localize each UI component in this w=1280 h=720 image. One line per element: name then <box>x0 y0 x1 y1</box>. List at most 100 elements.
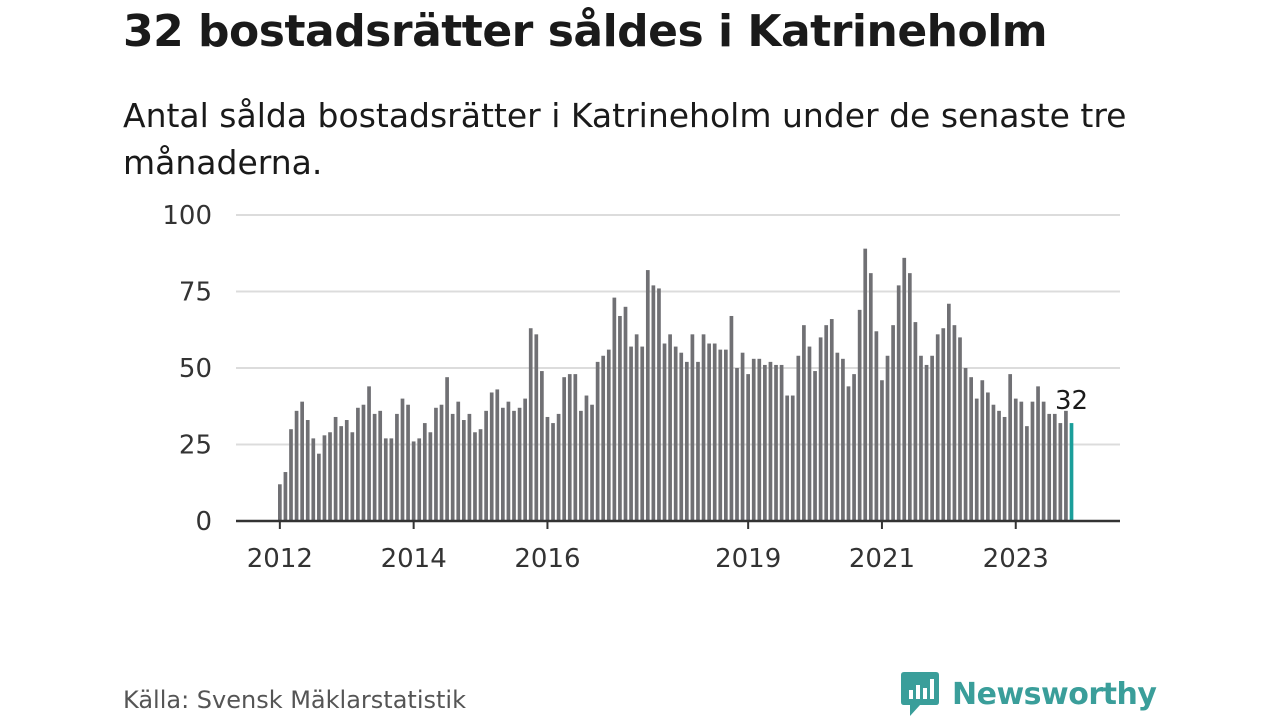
bar <box>919 355 923 521</box>
bar <box>344 420 349 521</box>
bar <box>311 438 316 521</box>
bar <box>835 352 840 521</box>
bar <box>740 352 745 521</box>
bar <box>623 306 628 521</box>
bar <box>634 334 639 521</box>
bar <box>930 355 934 521</box>
bar <box>590 404 594 521</box>
bar <box>768 361 773 521</box>
bar <box>829 319 834 521</box>
bar <box>339 426 344 521</box>
bar <box>852 374 856 521</box>
bar <box>378 410 383 521</box>
x-axis-tick-labels: 2012 2014 2016 2019 2021 2023 <box>247 521 1049 574</box>
bar <box>489 392 494 521</box>
bar <box>584 395 589 521</box>
bar <box>729 315 734 521</box>
bar <box>545 416 550 521</box>
bar <box>1002 416 1007 521</box>
chart-subtitle: Antal sålda bostadsrätter i Katrineholm … <box>123 96 1127 182</box>
bar <box>902 257 907 521</box>
bar <box>278 484 282 521</box>
bar <box>1013 398 1018 521</box>
y-tick-label: 25 <box>179 431 212 461</box>
bar <box>317 453 321 521</box>
bar <box>350 432 355 521</box>
chart-title: 32 bostadsrätter såldes i Katrineholm <box>123 6 1048 57</box>
bar <box>1019 401 1024 521</box>
bar <box>718 349 723 521</box>
bar <box>863 248 868 521</box>
x-tick-label: 2014 <box>381 544 447 574</box>
x-tick-label: 2021 <box>849 544 915 574</box>
annotations: 32 <box>1055 386 1088 416</box>
bar <box>980 380 985 521</box>
bar <box>501 407 505 521</box>
bar <box>540 371 544 521</box>
x-tick-label: 2016 <box>514 544 580 574</box>
bar <box>662 343 667 521</box>
value-annotation: 32 <box>1055 386 1088 416</box>
y-tick-label: 75 <box>179 278 212 308</box>
bar <box>428 432 433 521</box>
bar <box>450 413 455 521</box>
bar <box>790 395 795 521</box>
bar <box>963 368 968 521</box>
bar <box>512 410 516 521</box>
bar <box>947 303 951 521</box>
bar <box>640 346 645 521</box>
bar <box>891 325 895 521</box>
bar <box>562 377 567 521</box>
x-tick-label: 2019 <box>715 544 781 574</box>
bar <box>657 288 661 521</box>
bar <box>757 358 762 521</box>
source-note: Källa: Svensk Mäklarstatistik <box>123 686 466 714</box>
bar <box>1058 423 1063 521</box>
bar <box>579 410 583 521</box>
bar <box>551 423 555 521</box>
bar <box>417 438 422 521</box>
bar <box>289 429 293 521</box>
bar <box>712 343 717 521</box>
bar <box>818 337 823 521</box>
bar <box>283 472 288 521</box>
bar <box>885 355 890 521</box>
bar <box>495 389 500 521</box>
bar <box>673 346 678 521</box>
bar <box>690 334 695 521</box>
bar <box>1047 413 1052 521</box>
bar <box>305 420 310 521</box>
y-tick-label: 50 <box>179 354 212 384</box>
bar <box>1052 413 1057 521</box>
bar <box>907 273 912 521</box>
bar <box>573 374 578 521</box>
bar <box>294 410 299 521</box>
bar <box>467 413 472 521</box>
bar <box>924 364 929 521</box>
bar <box>434 407 438 521</box>
y-tick-label: 0 <box>195 507 212 537</box>
bar <box>824 325 829 521</box>
bar <box>913 322 918 521</box>
bar <box>974 398 979 521</box>
bar <box>506 401 511 521</box>
bar <box>567 374 572 521</box>
bar <box>1064 410 1068 521</box>
bar <box>629 346 633 521</box>
bar <box>361 404 366 521</box>
bar <box>356 407 360 521</box>
bar <box>1041 401 1046 521</box>
bar <box>328 432 332 521</box>
bar <box>986 392 990 521</box>
bar <box>484 410 488 521</box>
bar <box>952 325 957 521</box>
bar <box>517 407 522 521</box>
bar <box>383 438 388 521</box>
bar <box>785 395 790 521</box>
bar <box>807 346 812 521</box>
bar <box>367 386 371 521</box>
bar <box>322 435 327 521</box>
bar <box>958 337 962 521</box>
bar <box>997 410 1001 521</box>
